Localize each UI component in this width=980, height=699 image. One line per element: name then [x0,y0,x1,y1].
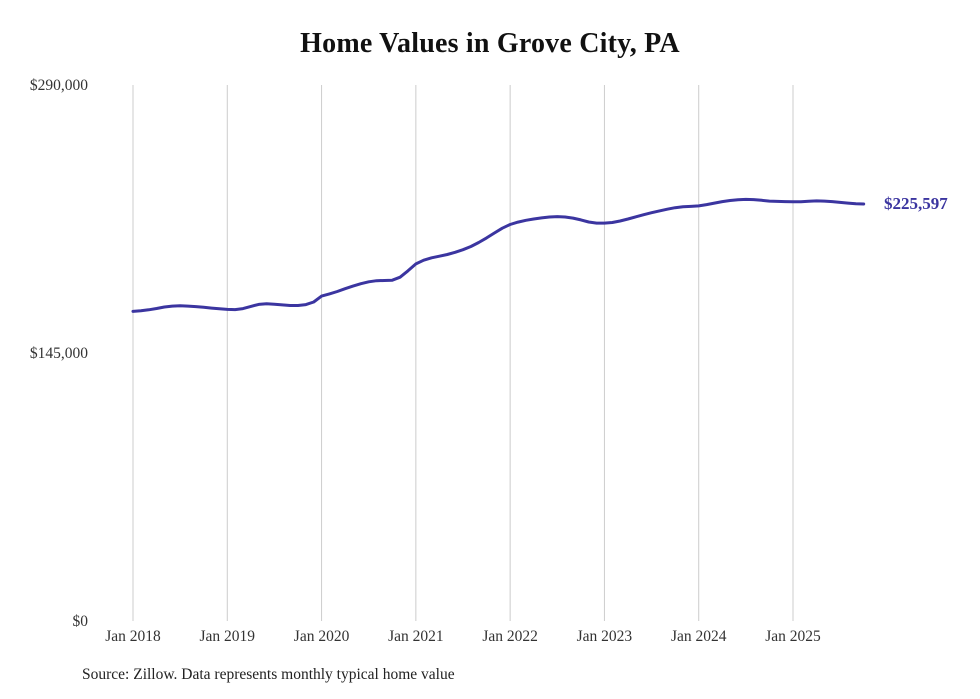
source-note: Source: Zillow. Data represents monthly … [82,666,455,683]
x-tick-label: Jan 2025 [765,628,821,645]
x-tick-label: Jan 2019 [200,628,256,645]
x-tick-label: Jan 2020 [294,628,350,645]
y-tick-label: $290,000 [30,77,88,94]
y-tick-label: $0 [73,613,89,630]
x-tick-label: Jan 2023 [577,628,633,645]
series-line [131,197,866,313]
latest-value-label: $225,597 [884,194,948,214]
chart-title: Home Values in Grove City, PA [300,28,680,59]
y-tick-label: $145,000 [30,345,88,362]
x-tick-label: Jan 2021 [388,628,444,645]
x-tick-label: Jan 2022 [482,628,538,645]
x-tick-label: Jan 2018 [105,628,161,645]
x-tick-label: Jan 2024 [671,628,727,645]
